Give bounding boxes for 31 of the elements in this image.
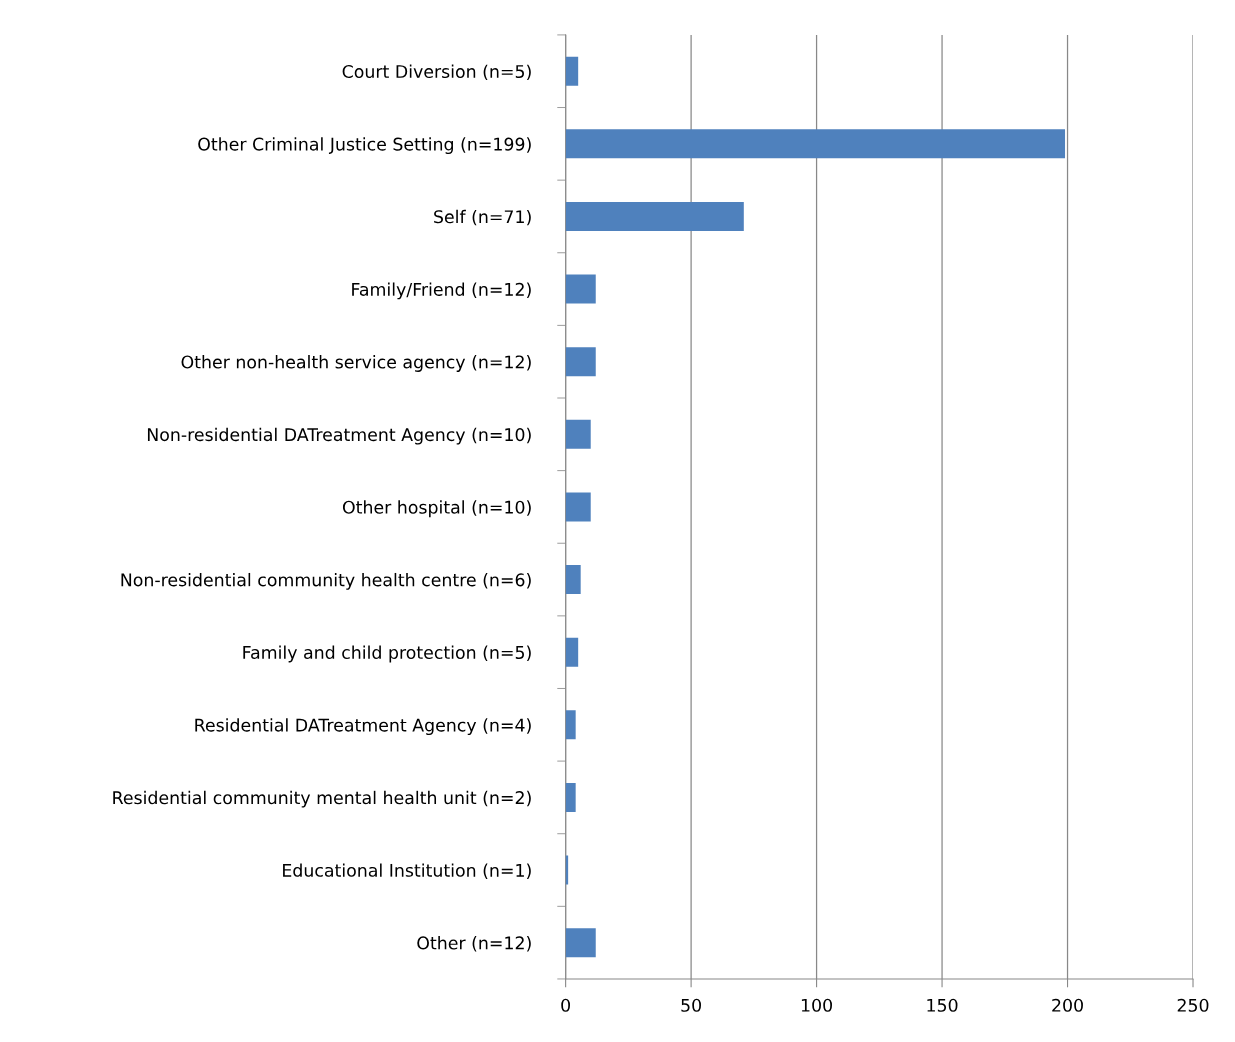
- y-tick-label: Other Criminal Justice Setting (n=199): [198, 137, 531, 155]
- y-tick-label: Other hospital (n=10): [342, 500, 531, 518]
- bar: [565, 274, 596, 304]
- y-tick-label: Family/Friend (n=12): [352, 282, 531, 300]
- bar: [565, 56, 579, 86]
- bar: [565, 129, 1066, 159]
- y-tick-label: Self (n=71): [434, 209, 531, 226]
- bar: [565, 928, 596, 958]
- bar: [565, 565, 581, 595]
- x-tick-label: 100: [801, 998, 832, 1012]
- bar: [565, 347, 596, 377]
- bar: [565, 637, 579, 667]
- y-tick-label: Non-residential community health centre (n=6): [121, 572, 531, 590]
- bar: [565, 201, 744, 231]
- y-tick-label: Residential community mental health unit (n=2): [113, 790, 531, 808]
- x-tick-label: 250: [1177, 998, 1209, 1012]
- bar: [565, 782, 576, 812]
- y-tick-label: Educational Institution (n=1): [283, 863, 531, 879]
- y-tick-label: Other (n=12): [417, 936, 531, 952]
- bar: [565, 492, 591, 522]
- y-tick-label: Other non-health service agency (n=12): [181, 355, 531, 372]
- x-tick-label: 150: [927, 998, 958, 1012]
- y-tick-label: Residential DATreatment Agency (n=4): [195, 718, 531, 735]
- y-tick-label: Court Diversion (n=5): [342, 64, 531, 81]
- x-tick-label: 200: [1052, 998, 1083, 1012]
- x-tick-label: 0: [561, 998, 570, 1012]
- y-tick-label: Non-residential DATreatment Agency (n=10): [147, 427, 531, 445]
- bar: [565, 419, 591, 449]
- x-tick-label: 50: [681, 998, 701, 1012]
- y-tick-label: Family and child protection (n=5): [243, 645, 531, 663]
- bar: [565, 710, 576, 740]
